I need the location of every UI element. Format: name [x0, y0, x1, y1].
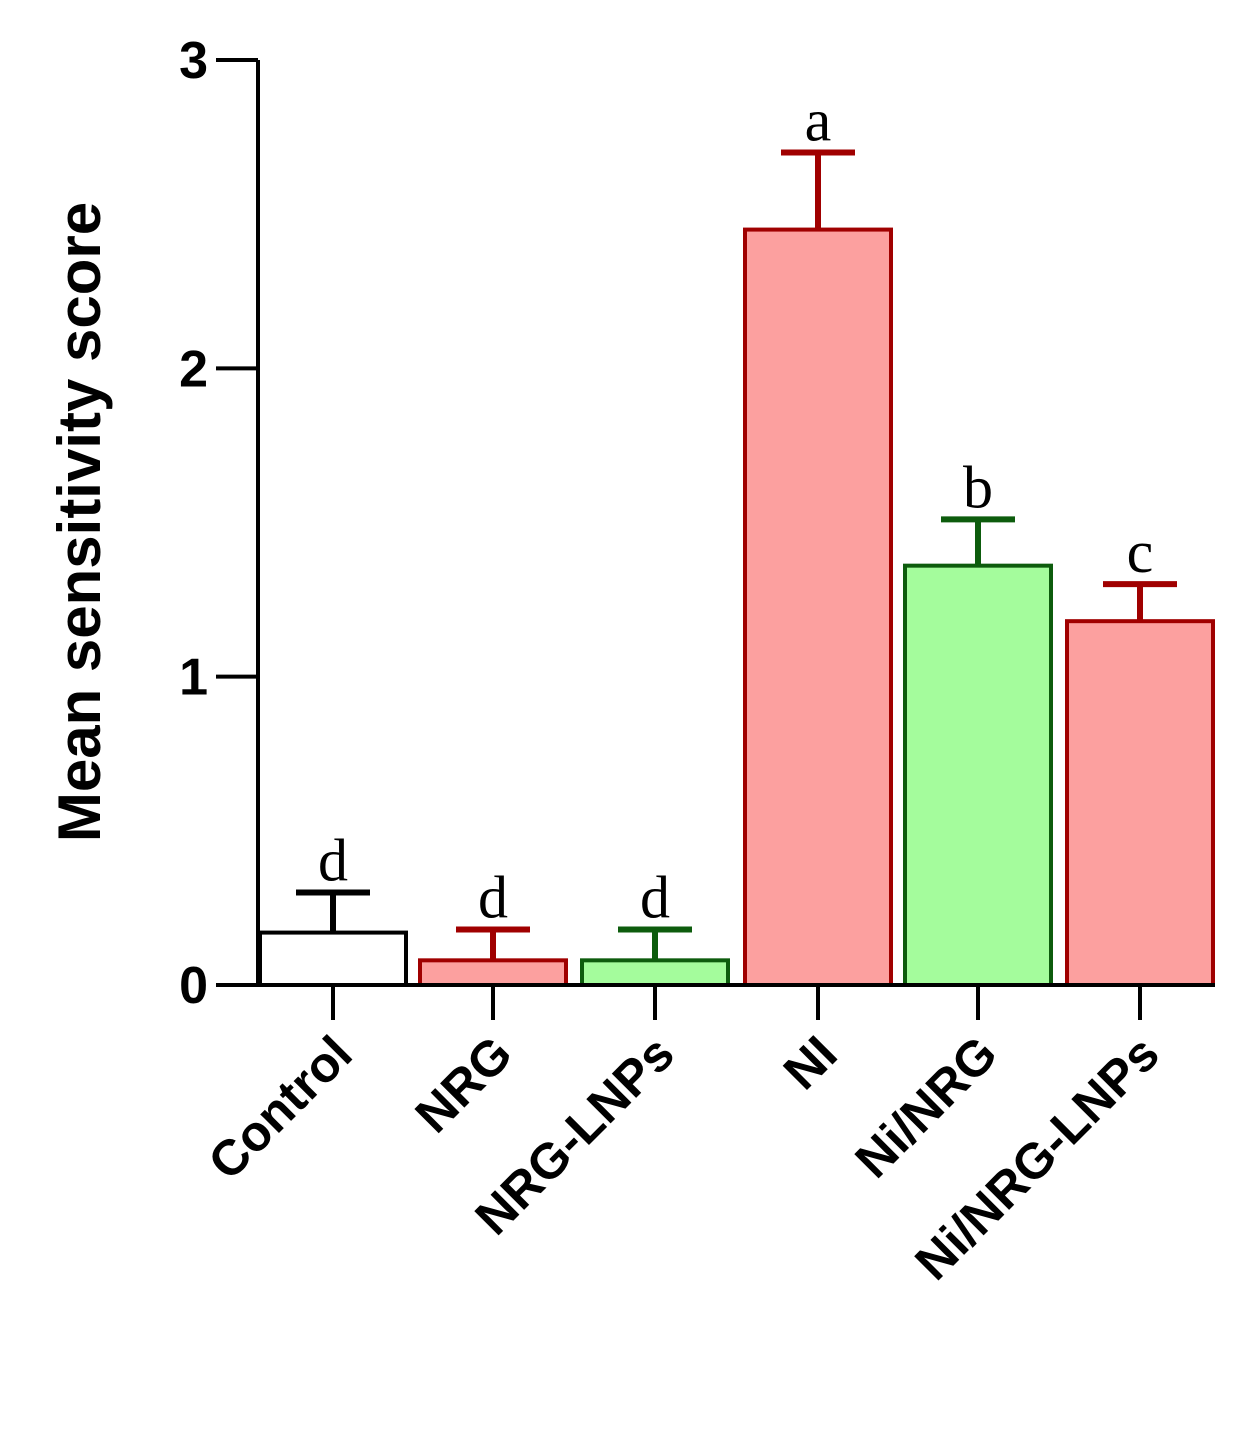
bar-control	[258, 930, 408, 987]
x-tick-label: NRG	[405, 1025, 523, 1143]
x-tick-label: Ni/NRG	[844, 1025, 1007, 1188]
y-tick-label: 1	[179, 649, 208, 707]
significance-letter: d	[318, 828, 348, 894]
y-tick-label: 2	[179, 340, 208, 398]
significance-letter: b	[963, 454, 993, 520]
axes-layer	[216, 58, 1215, 1020]
bars-layer	[258, 149, 1215, 988]
x-tick-label: NI	[773, 1025, 848, 1100]
bar-nrg-lnps	[580, 958, 730, 987]
bar-ni	[743, 227, 893, 988]
significance-letter: d	[478, 865, 508, 931]
y-axis-title: Mean sensitivity score	[46, 202, 113, 842]
x-tick-label: Control	[198, 1025, 363, 1190]
significance-letter: a	[805, 88, 832, 154]
y-tick-label: 3	[179, 32, 208, 90]
bar-nrg	[418, 958, 568, 987]
significance-letter: d	[640, 865, 670, 931]
bar-ni-nrg	[903, 563, 1053, 988]
significance-letter: c	[1127, 519, 1154, 585]
y-tick-label: 0	[179, 957, 208, 1015]
bar-ni-nrg-lnps	[1065, 619, 1215, 988]
